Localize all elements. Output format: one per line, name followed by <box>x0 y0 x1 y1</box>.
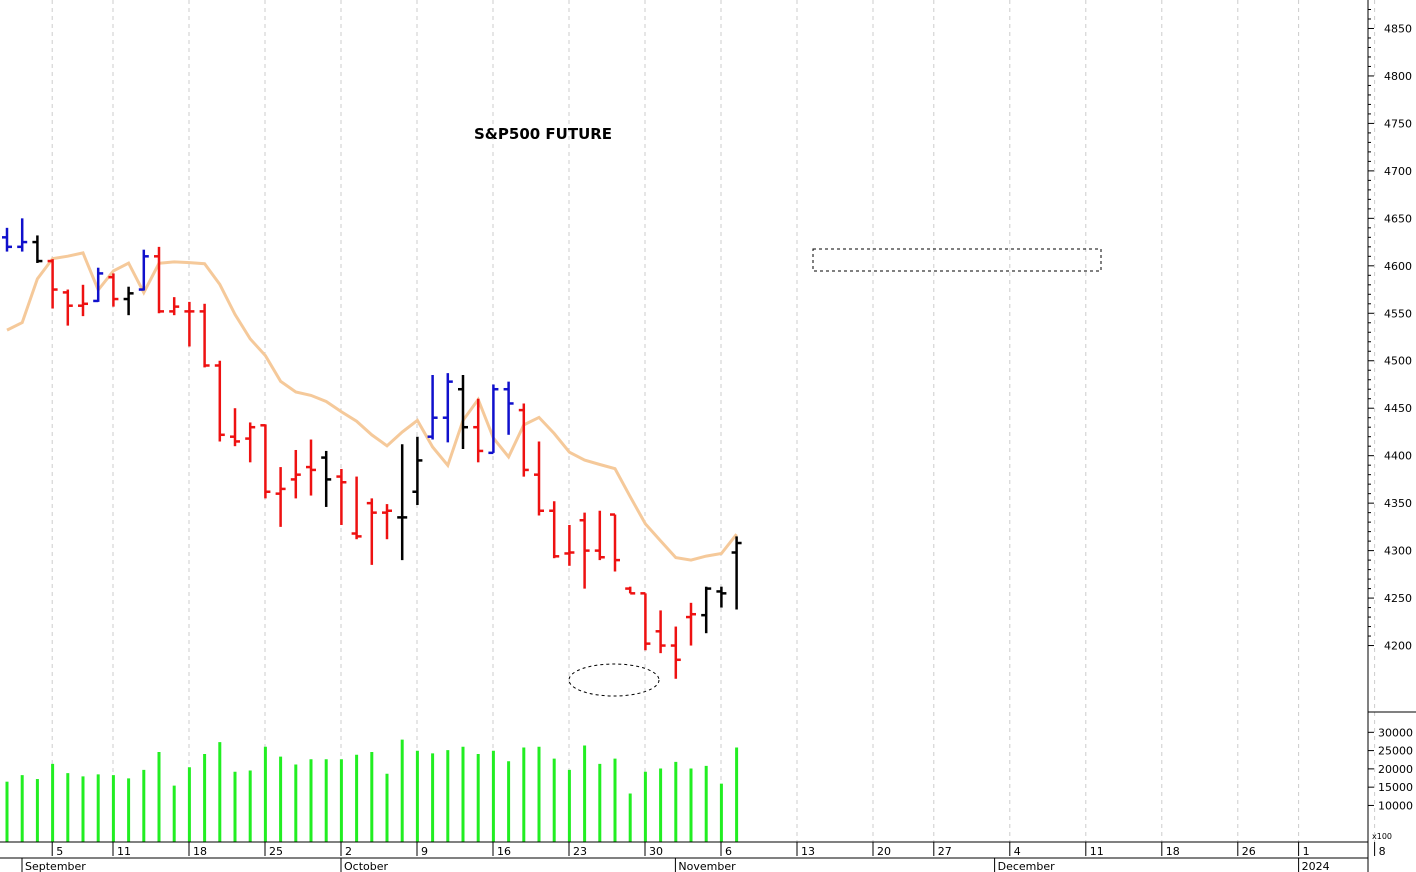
day-tick-label: 30 <box>649 845 663 858</box>
volume-tick-label: 15000 <box>1378 781 1413 794</box>
price-tick-label: 4850 <box>1384 22 1412 35</box>
grid-layer <box>51 0 1376 842</box>
price-tick-label: 4400 <box>1384 450 1412 463</box>
price-bars-layer <box>2 218 742 679</box>
price-tick-label: 4450 <box>1384 402 1412 415</box>
month-label: October <box>344 860 388 872</box>
price-tick-label: 4250 <box>1384 592 1412 605</box>
price-tick-label: 4550 <box>1384 307 1412 320</box>
price-tick-label: 4600 <box>1384 260 1412 273</box>
volume-tick-label: 30000 <box>1378 726 1413 739</box>
price-tick-label: 4750 <box>1384 117 1412 130</box>
day-tick-label: 25 <box>269 845 283 858</box>
day-tick-label: 27 <box>938 845 952 858</box>
day-tick-label: 16 <box>497 845 511 858</box>
trailing-stop-line <box>6 251 738 562</box>
month-label: September <box>25 860 86 872</box>
day-tick-label: 4 <box>1014 845 1021 858</box>
day-tick-label: 20 <box>877 845 891 858</box>
month-label: 2024 <box>1302 860 1330 872</box>
price-tick-label: 4800 <box>1384 70 1412 83</box>
low-highlight-ellipse <box>568 663 660 697</box>
volume-tick-label: 20000 <box>1378 763 1413 776</box>
price-tick-label: 4350 <box>1384 497 1412 510</box>
chart-title: S&P500 FUTURE <box>474 125 612 143</box>
day-tick-label: 1 <box>1303 845 1310 858</box>
day-tick-label: 9 <box>421 845 428 858</box>
price-tick-label: 4300 <box>1384 545 1412 558</box>
day-tick-label: 18 <box>1166 845 1180 858</box>
day-tick-label: 6 <box>725 845 732 858</box>
volume-tick-label: 10000 <box>1378 799 1413 812</box>
month-label: November <box>678 860 736 872</box>
price-tick-label: 4650 <box>1384 212 1412 225</box>
volume-bars-layer <box>5 739 739 842</box>
day-tick-label: 8 <box>1379 845 1386 858</box>
day-tick-label: 11 <box>117 845 131 858</box>
day-tick-label: 5 <box>56 845 63 858</box>
day-tick-label: 2 <box>345 845 352 858</box>
day-tick-label: 11 <box>1090 845 1104 858</box>
day-tick-label: 26 <box>1242 845 1256 858</box>
annotations-layer <box>568 248 1102 697</box>
trailing-line-layer <box>6 251 738 562</box>
volume-tick-label: 25000 <box>1378 745 1413 758</box>
day-tick-label: 18 <box>193 845 207 858</box>
price-tick-label: 4500 <box>1384 355 1412 368</box>
day-tick-label: 13 <box>801 845 815 858</box>
price-tick-label: 4700 <box>1384 165 1412 178</box>
consolidation-box <box>812 248 1102 272</box>
price-tick-label: 4200 <box>1384 640 1412 653</box>
day-tick-label: 23 <box>573 845 587 858</box>
month-label: December <box>998 860 1056 872</box>
volume-multiplier-label: x100 <box>1372 832 1392 841</box>
